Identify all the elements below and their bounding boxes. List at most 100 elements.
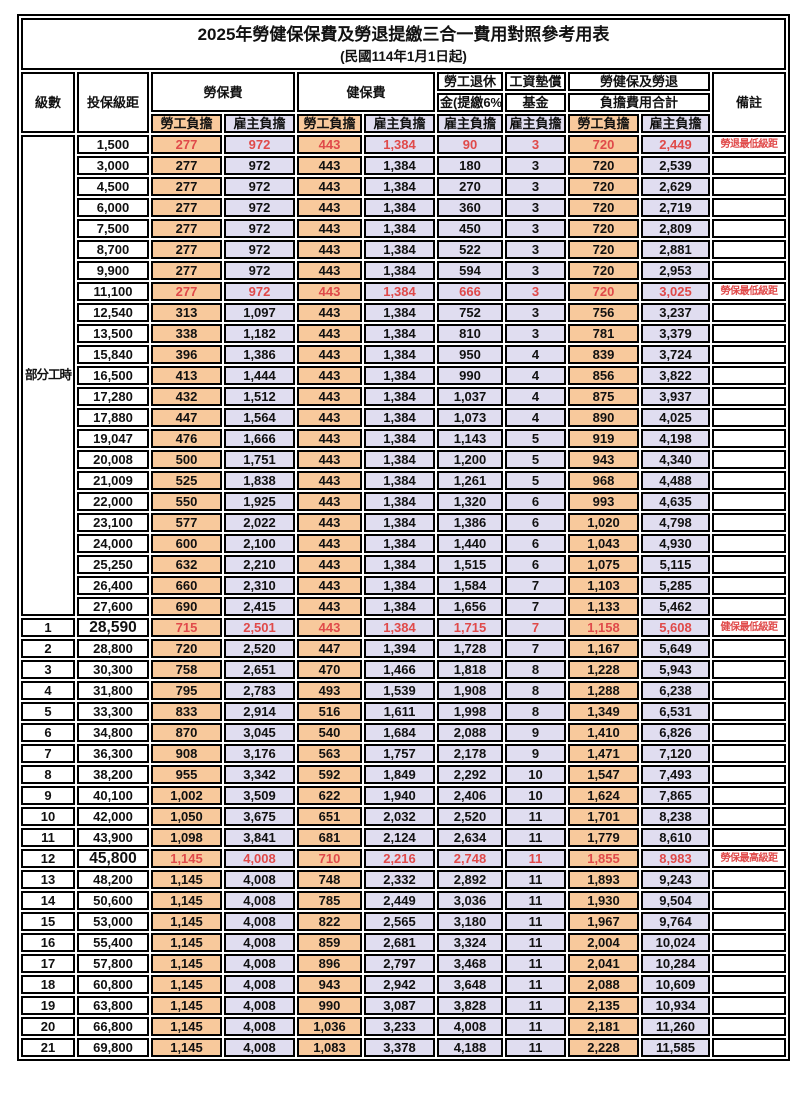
value-cell: 2,881 <box>641 240 710 259</box>
value-cell: 540 <box>297 723 362 742</box>
value-cell: 277 <box>151 156 222 175</box>
value-cell: 1,684 <box>364 723 435 742</box>
value-cell: 338 <box>151 324 222 343</box>
value-cell: 516 <box>297 702 362 721</box>
table-row: 6,000 277 972 443 1,384 360 3 720 2,719 <box>21 198 786 217</box>
value-cell: 432 <box>151 387 222 406</box>
note-cell <box>712 828 786 847</box>
value-cell: 9 <box>505 744 566 763</box>
bracket-cell: 1,500 <box>77 135 149 154</box>
value-cell: 1,410 <box>568 723 639 742</box>
value-cell: 1,440 <box>437 534 503 553</box>
note-cell <box>712 324 786 343</box>
table-title-cell: 2025年勞健保保費及勞退提繳三合一費用對照參考用表 (民國114年1月1日起) <box>21 18 786 70</box>
value-cell: 1,515 <box>437 555 503 574</box>
value-cell: 6 <box>505 555 566 574</box>
value-cell: 810 <box>437 324 503 343</box>
value-cell: 720 <box>568 177 639 196</box>
value-cell: 4,008 <box>224 870 295 889</box>
level-cell: 1 <box>21 618 75 637</box>
value-cell: 3 <box>505 177 566 196</box>
value-cell: 748 <box>297 870 362 889</box>
table-row: 部分工時 1,500 277 972 443 1,384 90 3 720 2,449 勞退最低級距 <box>21 135 786 616</box>
value-cell: 10 <box>505 786 566 805</box>
value-cell: 896 <box>297 954 362 973</box>
value-cell: 443 <box>297 471 362 490</box>
bracket-cell: 17,280 <box>77 387 149 406</box>
value-cell: 1,145 <box>151 891 222 910</box>
value-cell: 3 <box>505 198 566 217</box>
level-cell: 8 <box>21 765 75 784</box>
col-header-bracket: 投保級距 <box>77 72 149 133</box>
value-cell: 785 <box>297 891 362 910</box>
value-cell: 277 <box>151 240 222 259</box>
value-cell: 1,386 <box>437 513 503 532</box>
value-cell: 563 <box>297 744 362 763</box>
value-cell: 2,022 <box>224 513 295 532</box>
table-row: 6 34,800 870 3,045 540 1,684 2,088 9 1,410 6,826 <box>21 723 786 742</box>
value-cell: 1,384 <box>364 282 435 301</box>
level-cell: 19 <box>21 996 75 1015</box>
value-cell: 4,008 <box>224 912 295 931</box>
value-cell: 1,701 <box>568 807 639 826</box>
title-row: 2025年勞健保保費及勞退提繳三合一費用對照參考用表 (民國114年1月1日起) <box>21 18 786 70</box>
value-cell: 6 <box>505 534 566 553</box>
value-cell: 470 <box>297 660 362 679</box>
value-cell: 720 <box>568 282 639 301</box>
value-cell: 11 <box>505 975 566 994</box>
table-row: 17 57,800 1,145 4,008 896 2,797 3,468 11 2,041 10… <box>21 954 786 973</box>
level-cell: 14 <box>21 891 75 910</box>
value-cell: 1,384 <box>364 219 435 238</box>
level-cell: 17 <box>21 954 75 973</box>
note-cell <box>712 954 786 973</box>
value-cell: 1,143 <box>437 429 503 448</box>
value-cell: 2,135 <box>568 996 639 1015</box>
value-cell: 1,384 <box>364 177 435 196</box>
note-cell <box>712 576 786 595</box>
value-cell: 622 <box>297 786 362 805</box>
note-cell <box>712 261 786 280</box>
value-cell: 919 <box>568 429 639 448</box>
note-cell <box>712 345 786 364</box>
bracket-cell: 30,300 <box>77 660 149 679</box>
value-cell: 1,098 <box>151 828 222 847</box>
value-cell: 1,611 <box>364 702 435 721</box>
value-cell: 2,520 <box>224 639 295 658</box>
value-cell: 4,008 <box>224 975 295 994</box>
subheader-total-employee-share: 勞工負擔 <box>568 114 639 133</box>
value-cell: 1,384 <box>364 534 435 553</box>
bracket-cell: 60,800 <box>77 975 149 994</box>
table-row: 19 63,800 1,145 4,008 990 3,087 3,828 11 2,135 10… <box>21 996 786 1015</box>
value-cell: 7,493 <box>641 765 710 784</box>
value-cell: 443 <box>297 534 362 553</box>
value-cell: 277 <box>151 261 222 280</box>
value-cell: 4,008 <box>224 849 295 868</box>
value-cell: 1,288 <box>568 681 639 700</box>
level-cell: 5 <box>21 702 75 721</box>
value-cell: 1,998 <box>437 702 503 721</box>
value-cell: 11,260 <box>641 1017 710 1036</box>
value-cell: 2,942 <box>364 975 435 994</box>
note-cell: 勞保最高級距 <box>712 849 786 868</box>
value-cell: 5 <box>505 429 566 448</box>
value-cell: 1,384 <box>364 303 435 322</box>
value-cell: 720 <box>568 261 639 280</box>
value-cell: 2,292 <box>437 765 503 784</box>
value-cell: 443 <box>297 429 362 448</box>
value-cell: 3,378 <box>364 1038 435 1057</box>
value-cell: 1,384 <box>364 324 435 343</box>
value-cell: 277 <box>151 135 222 154</box>
value-cell: 11 <box>505 996 566 1015</box>
value-cell: 443 <box>297 177 362 196</box>
value-cell: 795 <box>151 681 222 700</box>
note-cell <box>712 555 786 574</box>
value-cell: 11 <box>505 828 566 847</box>
value-cell: 3 <box>505 261 566 280</box>
value-cell: 1,386 <box>224 345 295 364</box>
value-cell: 2,783 <box>224 681 295 700</box>
note-cell <box>712 786 786 805</box>
value-cell: 666 <box>437 282 503 301</box>
bracket-cell: 27,600 <box>77 597 149 616</box>
value-cell: 443 <box>297 492 362 511</box>
value-cell: 972 <box>224 198 295 217</box>
